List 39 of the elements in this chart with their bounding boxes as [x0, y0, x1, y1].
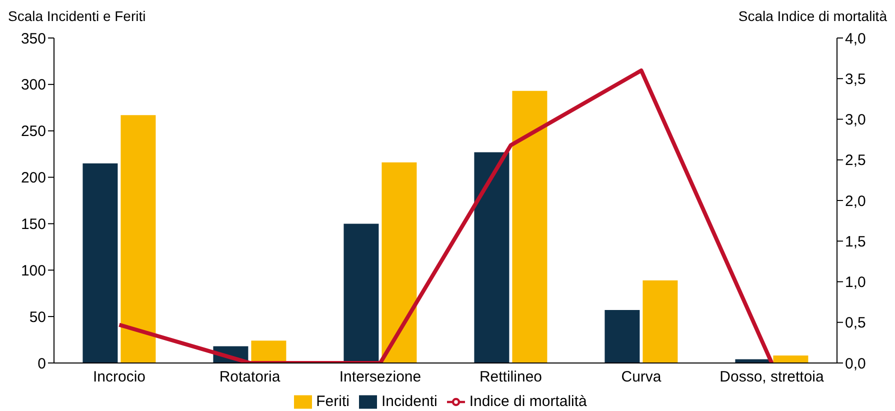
- y-tick-label: 300: [20, 76, 46, 94]
- legend-label: Incidenti: [381, 392, 438, 410]
- bar: [642, 280, 678, 363]
- x-tick-label: Intersezione: [339, 368, 422, 386]
- legend-label: Indice di mortalità: [469, 392, 587, 410]
- y-tick-label: 100: [20, 262, 46, 280]
- x-tick-label: Rettilineo: [479, 368, 542, 386]
- y2-tick-label: 2,5: [845, 152, 866, 170]
- y2-tick-label: 2,0: [845, 192, 866, 210]
- bar: [120, 115, 156, 363]
- y2-tick-label: 1,5: [845, 233, 866, 250]
- y2-tick-label: 1,0: [845, 274, 866, 292]
- x-tick-label: Incrocio: [92, 368, 146, 386]
- y-tick-label: 200: [20, 170, 46, 187]
- y2-tick-label: 0,5: [845, 314, 866, 332]
- bar: [474, 152, 510, 363]
- x-tick-label: Rotatoria: [219, 368, 281, 386]
- y-tick-label: 350: [20, 30, 46, 48]
- y2-tick-label: 4,0: [845, 30, 866, 48]
- bar: [512, 90, 548, 363]
- bar: [604, 310, 640, 363]
- x-tick-label: Dosso, strettoia: [720, 368, 825, 386]
- y2-tick-label: 3,5: [845, 70, 866, 88]
- y2-axis-title: Scala Indice di mortalità: [738, 8, 887, 26]
- x-tick-label: Curva: [621, 368, 662, 386]
- y-tick-label: 0: [38, 355, 46, 372]
- bar: [382, 162, 417, 363]
- bar: [251, 340, 286, 363]
- bar: [82, 163, 118, 363]
- y-tick-label: 150: [20, 216, 46, 234]
- line-series: [117, 68, 774, 363]
- bar: [773, 356, 808, 363]
- bar: [344, 224, 379, 363]
- y2-tick-label: 3,0: [845, 112, 866, 129]
- y2-tick-label: 0,0: [845, 355, 866, 372]
- y-tick-label: 50: [29, 308, 46, 326]
- y-axis-title: Scala Incidenti e Feriti: [8, 8, 146, 26]
- legend-label: Feriti: [316, 392, 350, 410]
- y-tick-label: 250: [20, 123, 46, 140]
